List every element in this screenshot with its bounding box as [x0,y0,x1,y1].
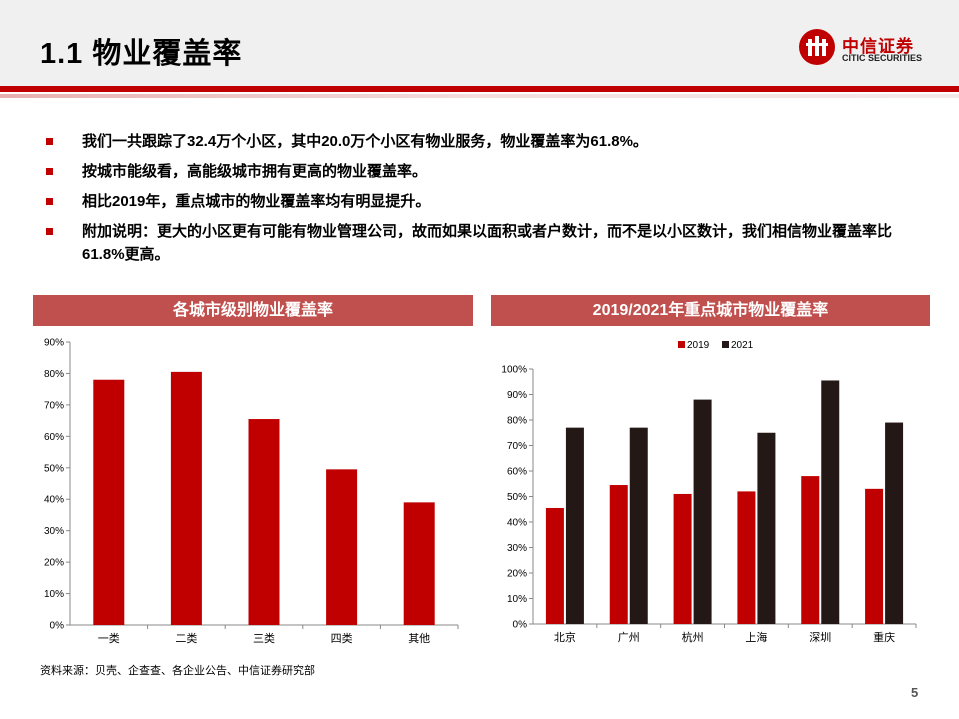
page-title: 1.1 物业覆盖率 [40,38,243,70]
chart-tier-coverage: 0% 10% 20% 30% 40% 50% 60% 70% 80% 90% 一类 二类 三类 四类 其他 [44,338,459,645]
x-tick-label: 其他 [408,632,430,645]
bullet-text: 相比2019年，重点城市的物业覆盖率均有明显提升。 [82,193,431,210]
bar [248,419,280,625]
x-tick-label: 深圳 [809,631,831,644]
bar-2019 [673,493,692,624]
bar [170,371,202,625]
y-tick-label: 40% [507,518,527,529]
legend-swatch [722,341,729,348]
x-tick-label: 北京 [554,630,576,644]
y-tick-label: 30% [44,526,64,537]
y-tick-label: 80% [44,369,64,380]
header-bar [0,0,959,86]
citic-logo: 中信证券 CITIC SECURITIES [798,28,948,70]
y-tick-label: 60% [44,432,64,443]
y-tick-label: 50% [44,463,64,474]
bar [403,502,435,625]
bar-2019 [865,488,884,624]
bar-2021 [565,427,584,624]
bullet-square-icon [46,168,53,175]
bar-2019 [609,485,628,624]
bar-2021 [885,422,904,624]
legend-label: 2021 [731,340,754,351]
legend-label: 2019 [687,340,710,351]
x-tick-label: 杭州 [682,630,704,644]
header-divider [0,86,959,92]
y-tick-label: 0% [50,621,65,632]
y-tick-label: 100% [501,365,527,376]
bullet-square-icon [46,138,53,145]
x-tick-label: 一类 [98,631,120,645]
bar-2021 [693,399,712,624]
chart2-title: 2019/2021年重点城市物业覆盖率 [491,295,930,326]
y-tick-label: 60% [507,467,527,478]
x-tick-label: 二类 [175,631,197,645]
bar-2021 [821,380,840,624]
y-tick-label: 0% [513,620,528,631]
y-tick-label: 90% [44,338,64,349]
citic-logo-icon [799,29,835,65]
bar [93,379,125,625]
bullet-square-icon [46,198,53,205]
page-number: 5 [911,685,919,700]
x-tick-label: 广州 [618,631,640,644]
bullet-text: 附加说明：更大的小区更有可能有物业管理公司，故而如果以面积或者户数计，而不是以小… [82,223,893,263]
y-tick-label: 30% [507,543,527,554]
x-tick-label: 上海 [745,630,767,644]
x-tick-label: 四类 [331,631,353,645]
bar-2021 [757,432,776,624]
y-tick-label: 40% [44,495,64,506]
y-tick-label: 50% [507,492,527,503]
logo-text-en: CITIC SECURITIES [842,53,923,63]
bullet-square-icon [46,228,53,235]
bullet-text: 按城市能级看，高能级城市拥有更高的物业覆盖率。 [82,163,428,180]
bullet-text: 我们一共跟踪了32.4万个小区，其中20.0万个小区有物业服务，物业覆盖率为61… [82,133,648,150]
bar-2021 [629,427,648,624]
y-tick-label: 10% [507,594,527,605]
bar-2019 [545,507,564,624]
y-tick-label: 70% [44,400,64,411]
bullet-item: 附加说明：更大的小区更有可能有物业管理公司，故而如果以面积或者户数计，而不是以小… [44,220,934,266]
y-tick-label: 80% [507,416,527,427]
chart1-title: 各城市级别物业覆盖率 [33,295,473,326]
chart-city-coverage: 2019 2021 0% 10% 20% 30% 40% 50% 60% 70% 80% 90% 100… [501,340,917,644]
source-note: 资料来源：贝壳、企查查、各企业公告、中信证券研究部 [40,665,315,677]
bar-2019 [801,476,820,624]
bullet-item: 我们一共跟踪了32.4万个小区，其中20.0万个小区有物业服务，物业覆盖率为61… [44,130,934,153]
logo-text-cn: 中信证券 [842,37,914,56]
x-tick-label: 三类 [253,631,275,645]
y-tick-label: 10% [44,589,64,600]
bar [326,469,358,625]
y-tick-label: 90% [507,390,527,401]
bullet-item: 相比2019年，重点城市的物业覆盖率均有明显提升。 [44,190,934,213]
bar-2019 [737,491,756,624]
bullet-list: 我们一共跟踪了32.4万个小区，其中20.0万个小区有物业服务，物业覆盖率为61… [44,130,934,273]
y-tick-label: 20% [507,569,527,580]
y-tick-label: 20% [44,558,64,569]
y-tick-label: 70% [507,441,527,452]
legend-swatch [678,341,685,348]
x-tick-label: 重庆 [873,630,895,644]
bullet-item: 按城市能级看，高能级城市拥有更高的物业覆盖率。 [44,160,934,183]
header-divider-gradient [0,94,959,98]
